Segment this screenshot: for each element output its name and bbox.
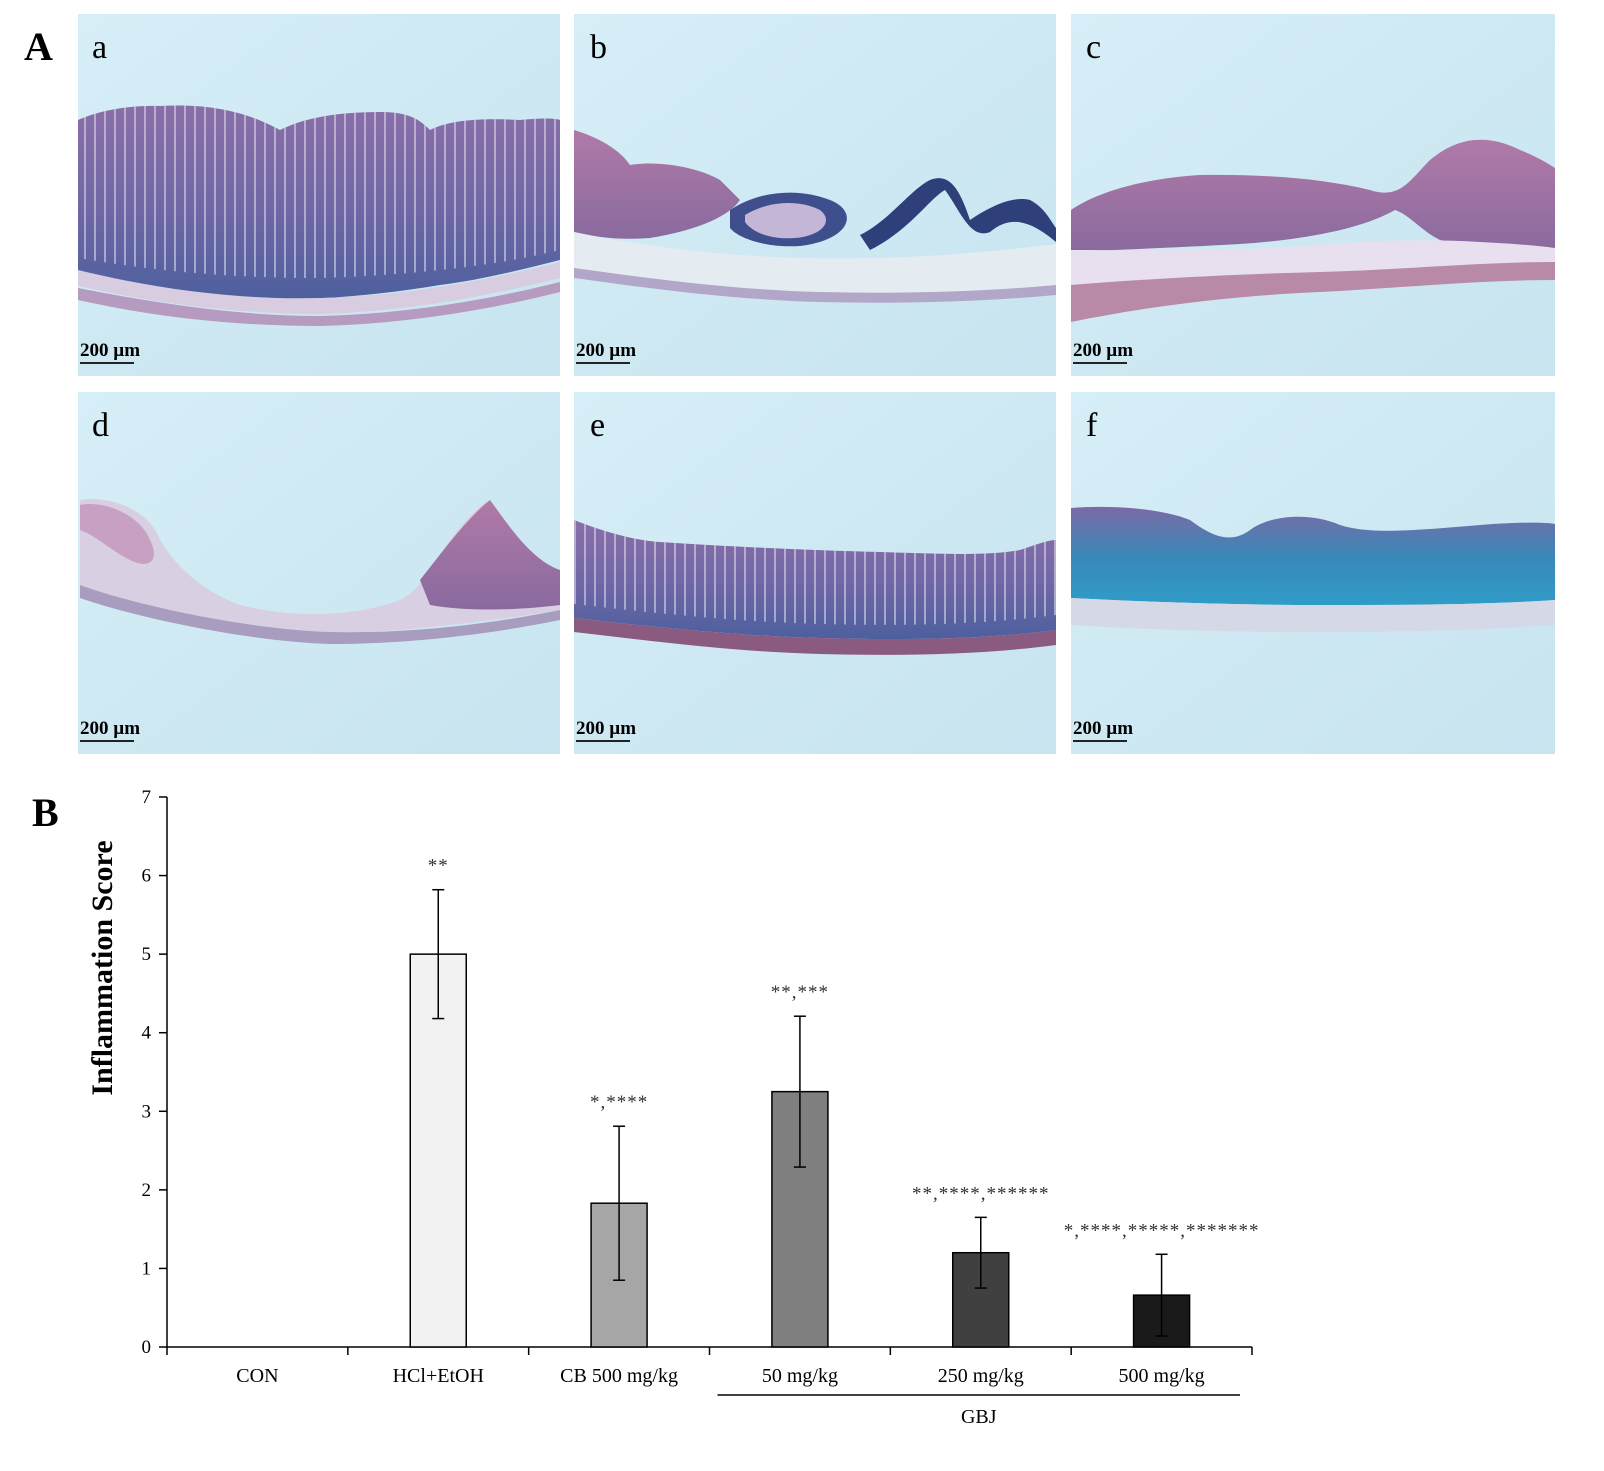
micrograph-f-scale: 200 µm <box>1073 718 1133 739</box>
category-label-4: 50 mg/kg <box>762 1365 838 1387</box>
micrograph-c: c 200 µm <box>1071 14 1555 376</box>
significance-label-6: *,****,*****,******* <box>1064 1220 1260 1241</box>
category-labels: CON HCl+EtOH CB 500 mg/kg 50 mg/kg 250 mg/kg… <box>236 1365 1204 1387</box>
micrograph-e: e 200 µm <box>574 392 1056 754</box>
significance-label-3: *,**** <box>590 1092 648 1113</box>
bar-5 <box>952 1251 1010 1348</box>
y-tick-label: 3 <box>142 1101 152 1122</box>
micrograph-f: f 200 µm <box>1071 392 1555 754</box>
micrograph-d-label: d <box>92 407 109 444</box>
y-tick-label: 7 <box>142 787 152 808</box>
micrograph-d-scale: 200 µm <box>80 718 140 739</box>
panel-a-letter: A <box>24 24 53 69</box>
group-label: GBJ <box>961 1406 997 1428</box>
micrograph-f-label: f <box>1086 407 1098 444</box>
micrograph-e-label: e <box>590 407 605 444</box>
micrograph-b-scale: 200 µm <box>576 340 636 361</box>
error-bars <box>432 888 1168 1337</box>
y-tick-label: 2 <box>142 1180 152 1201</box>
panel-b-letter: B <box>32 790 59 835</box>
significance-label-4: **,*** <box>771 982 829 1003</box>
micrograph-e-scale: 200 µm <box>576 718 636 739</box>
significance-labels: ** *,**** **,*** **,****,****** *,****,*****… <box>428 856 1260 1242</box>
micrograph-a: a 200 µm <box>78 14 560 376</box>
micrograph-a-label: a <box>92 29 107 66</box>
significance-label-2: ** <box>428 856 449 877</box>
y-tick-label: 5 <box>142 944 152 965</box>
category-label-6: 500 mg/kg <box>1119 1365 1205 1387</box>
y-ticks: 0 1 2 3 4 5 6 7 <box>142 787 167 1358</box>
y-tick-label: 1 <box>142 1258 152 1279</box>
y-tick-label: 4 <box>142 1023 152 1044</box>
bar-chart: Inflammation Score 0 1 2 3 4 5 6 7 ** *,**** **,*… <box>86 787 1260 1428</box>
y-tick-label: 0 <box>142 1337 152 1358</box>
micrograph-c-label: c <box>1086 29 1101 66</box>
significance-label-5: **,****,****** <box>912 1183 1050 1204</box>
y-axis-label: Inflammation Score <box>86 840 119 1095</box>
category-label-2: HCl+EtOH <box>393 1365 484 1387</box>
micrograph-a-scale: 200 µm <box>80 340 140 361</box>
x-ticks <box>166 1347 1253 1355</box>
category-label-1: CON <box>236 1365 278 1387</box>
micrograph-b: b 200 µm <box>574 14 1056 376</box>
micrograph-c-scale: 200 µm <box>1073 340 1133 361</box>
category-label-3: CB 500 mg/kg <box>560 1365 678 1387</box>
micrograph-b-label: b <box>590 29 607 66</box>
y-tick-label: 6 <box>142 866 152 887</box>
micrograph-d: d 200 µm <box>78 392 560 754</box>
category-label-5: 250 mg/kg <box>938 1365 1024 1387</box>
